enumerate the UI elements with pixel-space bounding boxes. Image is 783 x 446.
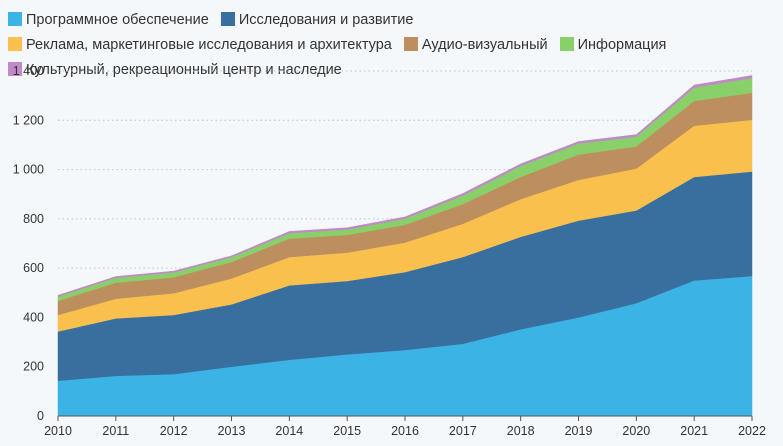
legend-swatch-advertising <box>8 37 22 51</box>
x-tick-label: 2013 <box>218 424 246 438</box>
y-tick-label: 0 <box>37 409 44 423</box>
legend-item-information[interactable]: Информация <box>559 33 667 58</box>
x-tick-label: 2020 <box>622 424 650 438</box>
x-tick-label: 2014 <box>275 424 303 438</box>
x-tick-label: 2018 <box>507 424 535 438</box>
y-tick-label: 600 <box>23 261 44 275</box>
x-tick-label: 2016 <box>391 424 419 438</box>
legend-label-audiovisual: Аудио-визуальный <box>421 37 548 53</box>
y-tick-label: 400 <box>23 310 44 324</box>
legend-label-cultural: Культурный, рекреационный центр и наслед… <box>26 62 342 78</box>
axes: 0 200 400 600 800 1 000 1 200 1 400 2010 2011 2012… <box>13 64 766 438</box>
legend-item-advertising[interactable]: Реклама, маркетинговые исследования и ар… <box>8 33 392 58</box>
legend-item-rnd[interactable]: Исследования и развитие <box>220 8 414 33</box>
legend-swatch-software <box>8 12 22 26</box>
x-tick-label: 2021 <box>680 424 708 438</box>
y-tick-label: 200 <box>23 360 44 374</box>
x-tick-label: 2010 <box>44 424 72 438</box>
stacked-areas <box>57 75 753 417</box>
legend-label-advertising: Реклама, маркетинговые исследования и ар… <box>26 37 392 53</box>
legend-item-audiovisual[interactable]: Аудио-визуальный <box>403 33 548 58</box>
area-series-5[interactable] <box>57 75 753 297</box>
x-tick-label: 2019 <box>565 424 593 438</box>
legend-item-cultural[interactable]: Культурный, рекреационный центр и наслед… <box>8 58 342 83</box>
legend-item-software[interactable]: Программное обеспечение <box>8 8 209 33</box>
x-tick-label: 2012 <box>160 424 188 438</box>
legend-label-information: Информация <box>577 37 667 53</box>
legend-swatch-rnd <box>220 12 235 26</box>
legend-swatch-information <box>559 37 574 51</box>
y-tick-label: 1 000 <box>13 163 44 177</box>
legend-label-software: Программное обеспечение <box>26 12 209 28</box>
y-tick-label: 800 <box>23 212 44 226</box>
y-tick-label: 1 400 <box>13 64 44 78</box>
legend-swatch-audiovisual <box>403 37 418 51</box>
x-tick-label: 2022 <box>738 424 766 438</box>
y-tick-label: 1 200 <box>13 113 44 127</box>
legend-label-rnd: Исследования и развитие <box>238 12 414 28</box>
legend: Программное обеспечение Исследования и р… <box>8 8 708 83</box>
x-tick-label: 2011 <box>102 424 129 438</box>
legend-swatch-cultural <box>8 62 22 76</box>
x-tick-label: 2015 <box>333 424 361 438</box>
x-tick-label: 2017 <box>449 424 477 438</box>
